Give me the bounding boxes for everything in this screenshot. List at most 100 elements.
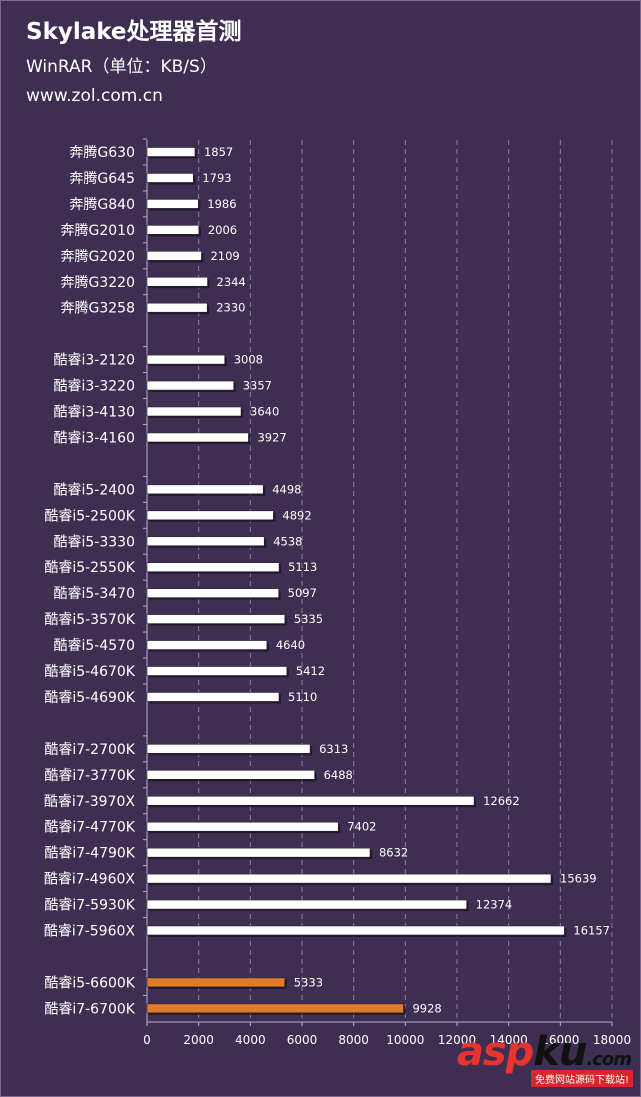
chart-title: Skylake处理器首测: [26, 19, 242, 45]
data-label: 1857: [204, 145, 233, 159]
data-label: 9928: [412, 1001, 441, 1015]
data-label: 2330: [216, 301, 245, 315]
data-label: 2109: [210, 249, 239, 263]
watermark-logo: aspku.com 免费网站源码下载站!: [457, 1029, 637, 1087]
x-tick-label: 0: [143, 1033, 151, 1047]
watermark-brand-c: .com: [586, 1049, 632, 1070]
bar: [146, 925, 565, 936]
bar: [146, 666, 288, 676]
bar: [146, 873, 552, 884]
bar: [146, 251, 202, 261]
category-label: 酷睿i3-3220: [54, 379, 135, 395]
category-label: 奔腾G2020: [61, 248, 135, 265]
bar: [146, 536, 265, 547]
x-tick-label: 10000: [386, 1033, 424, 1047]
data-label: 12662: [483, 794, 520, 808]
bar: [146, 380, 235, 391]
category-label: 酷睿i3-4130: [54, 405, 135, 421]
category-label: 奔腾G645: [69, 170, 135, 187]
bar: [146, 847, 371, 858]
bar: [146, 821, 339, 832]
data-label: 4640: [276, 638, 305, 652]
data-label: 12374: [476, 898, 513, 912]
data-label: 6313: [319, 742, 348, 756]
bar: [146, 484, 264, 495]
category-label: 酷睿i5-4670K: [44, 664, 135, 680]
bar: [146, 199, 199, 209]
bar: [146, 769, 315, 780]
bar: [146, 795, 475, 806]
category-label: 酷睿i5-3470: [54, 586, 135, 602]
category-label: 奔腾G2010: [61, 222, 135, 239]
bar: [146, 432, 249, 443]
category-label: 酷睿i7-4960X: [44, 872, 135, 888]
x-tick-label: 4000: [235, 1033, 266, 1047]
chart-subtitle: WinRAR（单位：KB/S）: [26, 57, 217, 77]
bar: [146, 640, 268, 650]
data-label: 7402: [347, 820, 376, 834]
watermark-tagline: 免费网站源码下载站!: [530, 1070, 633, 1087]
category-label: 酷睿i5-6600K: [44, 975, 135, 991]
x-tick-label: 14000: [490, 1033, 528, 1047]
data-label: 3640: [250, 405, 279, 419]
bar: [146, 354, 226, 365]
category-label: 酷睿i7-4790K: [44, 846, 135, 862]
x-tick-label: 2000: [183, 1033, 214, 1047]
category-label: 酷睿i5-3330: [54, 534, 135, 550]
category-label: 酷睿i5-2400: [54, 482, 135, 498]
bar: [146, 276, 208, 287]
category-label: 酷睿i7-3970X: [44, 794, 135, 810]
category-label: 酷睿i7-6700K: [44, 1001, 135, 1017]
data-label: 3357: [243, 379, 272, 393]
category-label: 奔腾G630: [69, 144, 135, 161]
category-label: 酷睿i5-4690K: [44, 690, 135, 706]
data-label: 6488: [324, 768, 353, 782]
category-label: 酷睿i5-3570K: [44, 612, 135, 628]
bar: [146, 302, 208, 313]
bar: [146, 562, 280, 573]
data-label: 3927: [257, 430, 286, 444]
bar: [146, 899, 467, 910]
data-label: 15639: [560, 872, 597, 886]
bar: [146, 147, 196, 157]
data-label: 5097: [288, 586, 317, 600]
category-label: 奔腾G3258: [61, 300, 135, 317]
category-label: 酷睿i5-2550K: [44, 560, 135, 576]
bar: [146, 977, 286, 988]
category-label: 酷睿i3-2120: [54, 353, 135, 369]
data-label: 5333: [294, 975, 323, 989]
data-label: 4498: [272, 482, 301, 496]
category-label: 酷睿i7-5960X: [44, 924, 135, 940]
category-label: 酷睿i7-5930K: [44, 898, 135, 914]
category-label: 酷睿i3-4160: [54, 430, 135, 446]
category-label: 奔腾G3220: [61, 274, 135, 291]
watermark-brand: aspku.com: [456, 1029, 632, 1075]
data-label: 16157: [573, 924, 610, 938]
bar: [146, 406, 242, 417]
bar: [146, 510, 274, 521]
data-label: 1793: [202, 171, 231, 185]
bar: [146, 614, 286, 624]
category-label: 酷睿i7-2700K: [44, 742, 135, 758]
x-tick-label: 12000: [438, 1033, 476, 1047]
source-url: www.zol.com.cn: [26, 86, 163, 106]
data-label: 5335: [294, 612, 323, 626]
data-label: 2344: [217, 275, 246, 289]
watermark-brand-a: asp: [456, 1029, 534, 1075]
data-label: 5113: [288, 560, 317, 574]
category-label: 酷睿i5-2500K: [44, 508, 135, 524]
data-label: 3008: [234, 353, 263, 367]
category-label: 奔腾G840: [69, 196, 135, 213]
bar: [146, 744, 311, 754]
data-label: 1986: [207, 197, 236, 211]
x-tick-label: 16000: [541, 1033, 579, 1047]
bar: [146, 173, 194, 183]
bar: [146, 692, 280, 702]
category-label: 酷睿i7-3770K: [44, 768, 135, 784]
data-label: 2006: [208, 223, 237, 237]
data-label: 5412: [296, 664, 325, 678]
data-label: 8632: [379, 846, 408, 860]
category-label: 酷睿i5-4570: [54, 638, 135, 654]
x-tick-label: 6000: [287, 1033, 318, 1047]
